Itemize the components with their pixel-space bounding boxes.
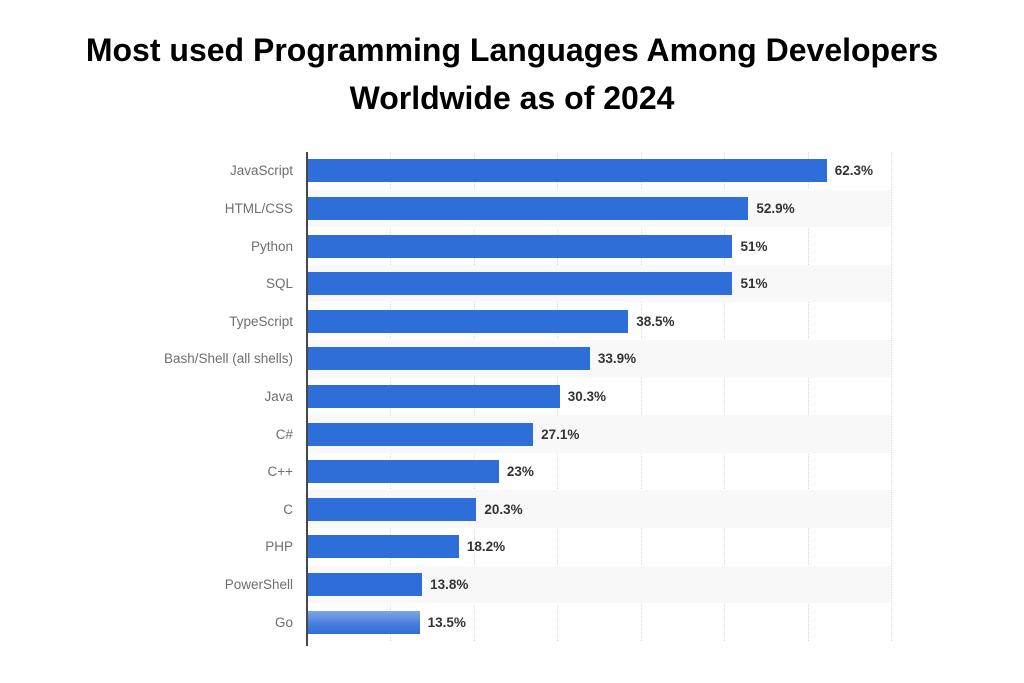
value-label: 20.3% [484, 501, 523, 517]
chart-row: SQL 51% [0, 264, 891, 303]
bar-track: 27.1% [307, 415, 891, 453]
category-label: HTML/CSS [0, 189, 307, 228]
bar-track: 20.3% [307, 490, 891, 529]
bar-typescript[interactable] [307, 309, 629, 333]
bar-track: 33.9% [307, 340, 891, 378]
chart-row: C# 27.1% [0, 415, 891, 453]
bar-c[interactable] [307, 422, 534, 446]
category-label: C# [0, 415, 307, 453]
category-label: C [0, 490, 307, 529]
chart-row: Bash/Shell (all shells) 33.9% [0, 340, 891, 378]
bar-powershell[interactable] [307, 573, 423, 596]
bar-sql[interactable] [307, 272, 733, 296]
bar-track: 18.2% [307, 528, 891, 566]
category-label: Bash/Shell (all shells) [0, 340, 307, 378]
value-label: 13.5% [427, 614, 466, 630]
category-label: PHP [0, 528, 307, 566]
value-label: 38.5% [636, 313, 675, 329]
category-label: TypeScript [0, 302, 307, 341]
bar-track: 30.3% [307, 378, 891, 416]
value-label: 18.2% [466, 539, 506, 555]
chart-row: Python 51% [0, 227, 891, 265]
gridline [891, 152, 892, 641]
value-label: 23% [506, 464, 534, 480]
chart-title-line-2: Worldwide as of 2024 [349, 80, 675, 116]
bar-track: 13.8% [307, 565, 891, 604]
bar-track: 23% [307, 453, 891, 491]
chart-row: TypeScript 38.5% [0, 302, 891, 341]
chart-row: C 20.3% [0, 490, 891, 529]
bar-track: 38.5% [307, 302, 891, 340]
bar-track: 13.5% [307, 603, 891, 641]
bar-track: 62.3% [307, 152, 891, 190]
chart-title-line-1: Most used Programming Languages Among De… [85, 32, 939, 68]
value-label: 62.3% [834, 163, 874, 179]
bar-go[interactable] [307, 610, 420, 634]
chart-row: Go 13.5% [0, 603, 891, 641]
category-label: PowerShell [0, 565, 307, 604]
bar-chart: JavaScript 62.3% HTML/CSS 52.9% Python 51% SQL… [0, 152, 892, 646]
category-label: C++ [0, 452, 307, 491]
bar-track: 52.9% [307, 189, 891, 228]
chart-rows: JavaScript 62.3% HTML/CSS 52.9% Python 51% SQL… [0, 152, 891, 641]
chart-row: PHP 18.2% [0, 528, 891, 566]
chart-title: Most used Programming Languages Among De… [0, 26, 1024, 122]
chart-row: JavaScript 62.3% [0, 152, 891, 190]
bar-java[interactable] [307, 384, 560, 408]
value-label: 52.9% [756, 200, 795, 216]
bar-c[interactable] [307, 497, 477, 521]
category-label: SQL [0, 264, 307, 303]
chart-row: Java 30.3% [0, 377, 891, 416]
chart-row: C++ 23% [0, 452, 891, 491]
value-label: 30.3% [567, 388, 607, 404]
value-label: 51% [740, 276, 768, 292]
value-label: 51% [740, 238, 768, 254]
category-label: Java [0, 377, 307, 416]
bar-c[interactable] [307, 460, 499, 484]
chart-row: PowerShell 13.8% [0, 565, 891, 604]
category-label: JavaScript [0, 152, 307, 190]
bar-html-css[interactable] [307, 196, 749, 220]
chart-row: HTML/CSS 52.9% [0, 189, 891, 228]
value-label: 13.8% [430, 577, 469, 592]
value-label: 27.1% [541, 426, 580, 442]
value-label: 33.9% [597, 351, 637, 367]
category-label: Go [0, 603, 307, 641]
category-label: Python [0, 227, 307, 265]
bar-python[interactable] [307, 234, 733, 258]
y-axis-line [306, 152, 308, 646]
bar-javascript[interactable] [307, 159, 827, 183]
bar-bash-shell-all-shells[interactable] [307, 347, 590, 371]
bar-track: 51% [307, 227, 891, 265]
bar-track: 51% [307, 264, 891, 303]
bar-php[interactable] [307, 535, 459, 559]
